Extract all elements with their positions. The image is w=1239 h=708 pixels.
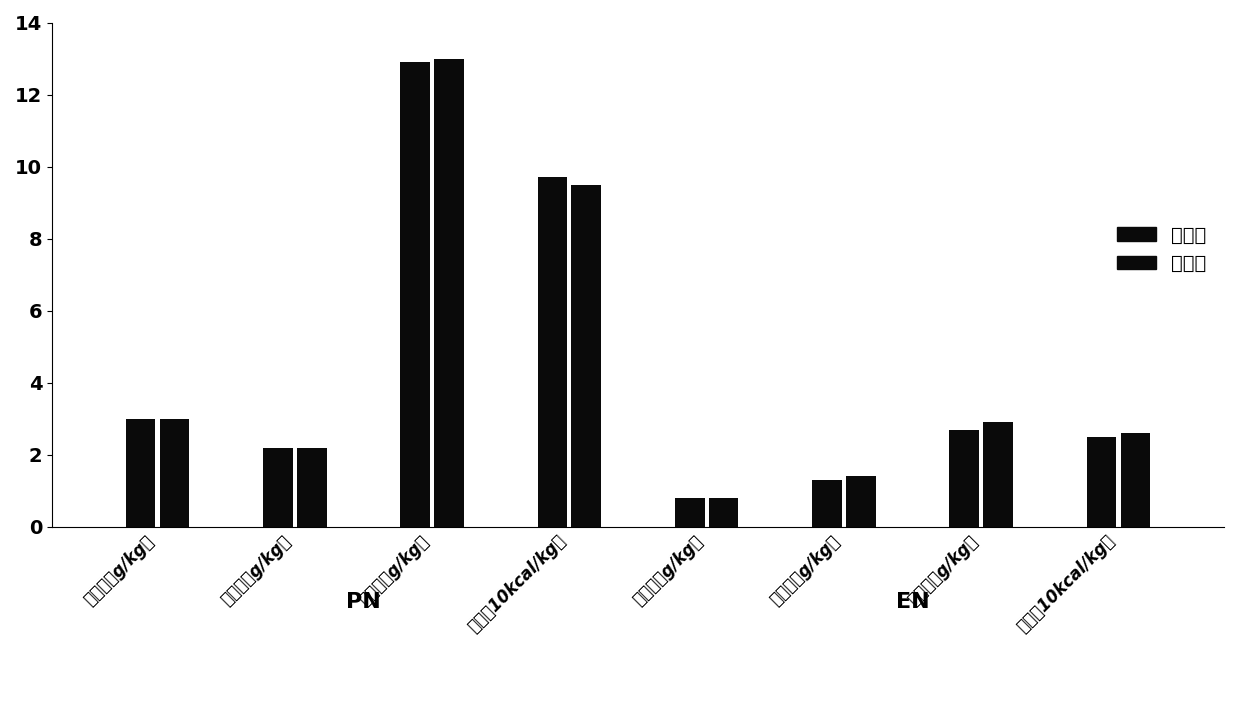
Bar bbox=[846, 476, 876, 527]
Legend: 对照组, 研究组: 对照组, 研究组 bbox=[1109, 218, 1214, 281]
Bar bbox=[1120, 433, 1150, 527]
Text: EN: EN bbox=[896, 593, 929, 612]
Bar bbox=[709, 498, 738, 527]
Bar bbox=[434, 59, 463, 527]
Bar bbox=[538, 178, 567, 527]
Bar bbox=[949, 430, 979, 527]
Bar bbox=[263, 447, 292, 527]
Bar bbox=[984, 422, 1012, 527]
Bar bbox=[160, 418, 190, 527]
Text: PN: PN bbox=[346, 593, 380, 612]
Bar bbox=[571, 185, 601, 527]
Bar bbox=[297, 447, 327, 527]
Bar bbox=[675, 498, 705, 527]
Bar bbox=[813, 480, 841, 527]
Bar bbox=[400, 62, 430, 527]
Bar bbox=[126, 418, 155, 527]
Bar bbox=[1087, 437, 1116, 527]
